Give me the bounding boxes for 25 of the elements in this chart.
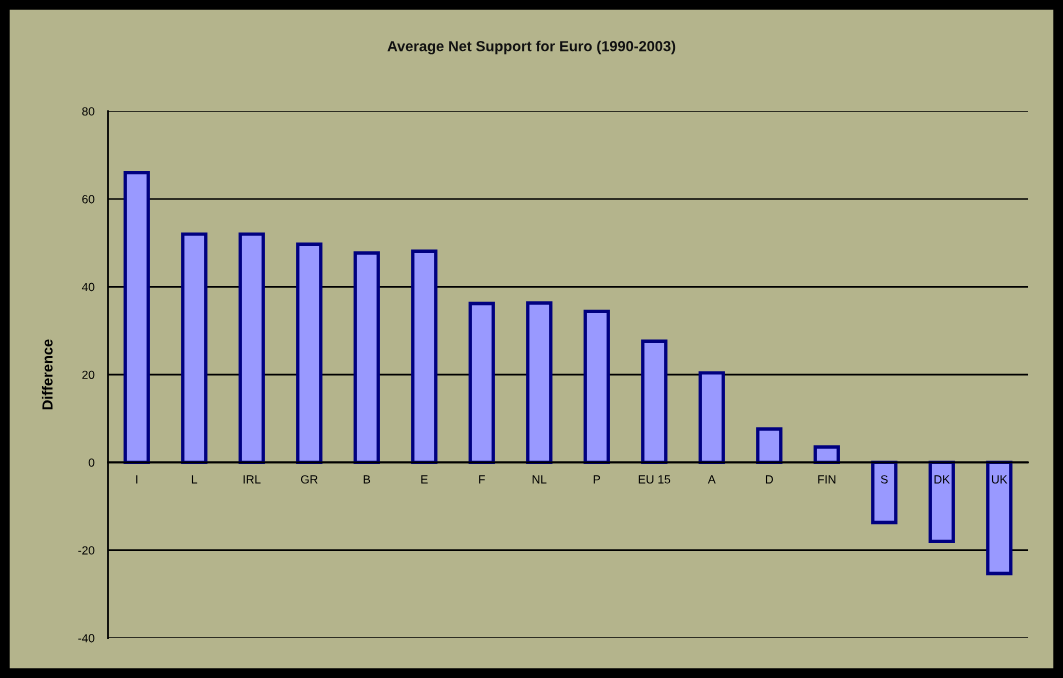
x-tick-label: B (363, 475, 371, 484)
x-tick-label: GR (301, 475, 318, 484)
x-tick-label: L (191, 475, 198, 484)
x-tick-label: IRL (243, 475, 261, 484)
x-tick-label: NL (532, 475, 547, 484)
y-tick-label: 60 (82, 195, 95, 204)
y-tick-label: 20 (82, 370, 95, 379)
x-tick-label: S (880, 475, 888, 484)
x-tick-label: EU 15 (638, 475, 671, 484)
x-tick-label: E (421, 475, 428, 484)
y-tick-label: 0 (88, 458, 95, 467)
x-tick-label: DK (934, 475, 950, 484)
y-tick-label: 40 (81, 282, 95, 292)
y-axis-title: Difference (41, 339, 53, 410)
y-tick-label: -40 (78, 634, 95, 643)
x-tick-label: D (765, 475, 773, 484)
x-tick-label: P (593, 475, 601, 484)
x-tick-label: UK (991, 475, 1008, 484)
x-tick-label: I (136, 475, 138, 484)
x-tick-label: A (707, 475, 716, 484)
x-tick-label: F (479, 475, 485, 484)
chart-title: Average Net Support for Euro (1990-2003) (387, 40, 676, 55)
y-tick-label: -20 (78, 546, 95, 555)
x-tick-label: FIN (818, 475, 836, 484)
y-tick-label: 80 (82, 107, 95, 116)
